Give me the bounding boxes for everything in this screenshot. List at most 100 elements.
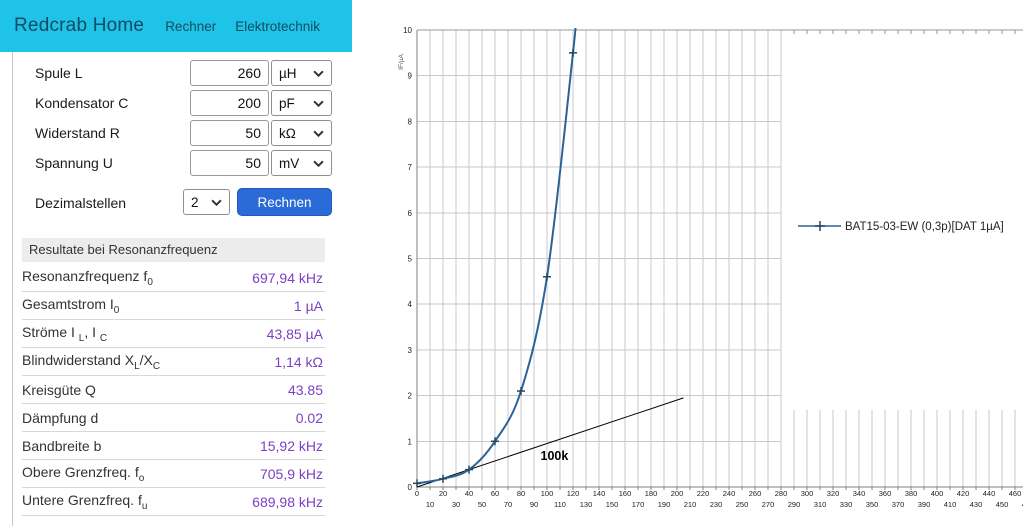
data-point-markers — [413, 48, 577, 488]
curve-series — [413, 28, 577, 488]
svg-text:1: 1 — [408, 437, 413, 446]
svg-text:80: 80 — [517, 489, 525, 498]
nav-rechner[interactable]: Rechner — [165, 18, 217, 34]
result-value: 43,85 µA — [266, 325, 323, 342]
svg-text:40: 40 — [465, 489, 473, 498]
result-row: Dämpfung d 0.02 — [22, 404, 325, 432]
decimals-row: Dezimalstellen 2 Rechnen — [13, 188, 359, 218]
unit-select[interactable]: pF — [271, 90, 332, 116]
svg-text:140: 140 — [593, 489, 606, 498]
svg-text:10: 10 — [426, 500, 434, 509]
load-line-annotation: 100k — [416, 397, 684, 488]
svg-text:2: 2 — [408, 392, 413, 401]
chevron-down-icon — [313, 160, 324, 167]
svg-text:70: 70 — [504, 500, 512, 509]
svg-text:3: 3 — [408, 346, 413, 355]
chevron-down-icon — [313, 70, 324, 77]
unit-value: pF — [279, 95, 295, 111]
x-axis-tick-labels: 0 10 20 30 40 50 60 70 80 90100110120130140150160… — [415, 489, 1023, 509]
decimals-select[interactable]: 2 — [183, 189, 230, 215]
svg-text:290: 290 — [788, 500, 801, 509]
form-rows: Spule L µH Kondensator C pF Widerstand R kΩ Sp… — [13, 58, 359, 178]
svg-text:170: 170 — [632, 500, 645, 509]
svg-text:20: 20 — [439, 489, 447, 498]
chart-legend: BAT15-03-EW (0,3p)[DAT 1µA] — [798, 221, 1004, 233]
nav-elektrotechnik[interactable]: Elektrotechnik — [235, 18, 321, 34]
result-value: 1,14 kΩ — [274, 353, 323, 370]
svg-text:9: 9 — [408, 72, 413, 81]
main-nav: Rechner Elektrotechnik — [165, 19, 320, 34]
svg-text:200: 200 — [671, 489, 684, 498]
result-row: Blindwiderstand XL/XC 1,14 kΩ — [22, 348, 325, 376]
svg-text:390: 390 — [918, 500, 931, 509]
chevron-down-icon — [211, 199, 222, 206]
svg-text:350: 350 — [866, 500, 879, 509]
svg-text:30: 30 — [452, 500, 460, 509]
form-row: Spannung U mV — [13, 148, 359, 178]
svg-text:310: 310 — [814, 500, 827, 509]
form-row-label: Kondensator C — [35, 95, 129, 111]
svg-text:400: 400 — [931, 489, 944, 498]
result-label: Blindwiderstand XL/XC — [22, 351, 161, 372]
result-value: 689,98 kHz — [252, 493, 323, 510]
svg-text:470: 470 — [1022, 500, 1023, 509]
chart-area: 0 1 2 3 4 5 6 7 8 9 10 0 10 20 30 40 50 60 70 80 90 100 110 120… — [375, 0, 1023, 526]
svg-text:240: 240 — [723, 489, 736, 498]
rechnen-button[interactable]: Rechnen — [237, 188, 332, 216]
svg-text:250: 250 — [736, 500, 749, 509]
decimals-value: 2 — [191, 194, 199, 210]
svg-text:120: 120 — [567, 489, 580, 498]
svg-text:280: 280 — [775, 489, 788, 498]
result-row: Bandbreite b 15,92 kHz — [22, 432, 325, 460]
svg-text:210: 210 — [684, 500, 697, 509]
chevron-down-icon — [313, 100, 324, 107]
unit-select[interactable]: µH — [271, 60, 332, 86]
unit-value: kΩ — [279, 125, 296, 141]
result-label: Obere Grenzfreq. fo — [22, 463, 145, 484]
value-input[interactable] — [190, 120, 269, 146]
chevron-down-icon — [313, 130, 324, 137]
value-input[interactable] — [190, 60, 269, 86]
unit-select[interactable]: kΩ — [271, 120, 332, 146]
result-row: Untere Grenzfreq. fu 689,98 kHz — [22, 488, 325, 516]
chart-axes — [416, 30, 1023, 490]
result-value: 1 µA — [293, 297, 323, 314]
svg-text:360: 360 — [879, 489, 892, 498]
svg-text:130: 130 — [580, 500, 593, 509]
value-input[interactable] — [190, 90, 269, 116]
result-row: Gesamtstrom I0 1 µA — [22, 292, 325, 320]
value-input[interactable] — [190, 150, 269, 176]
calculator-panel: Spule L µH Kondensator C pF Widerstand R kΩ Sp… — [13, 52, 359, 526]
svg-text:260: 260 — [749, 489, 762, 498]
svg-text:420: 420 — [957, 489, 970, 498]
svg-text:100k: 100k — [541, 449, 569, 463]
svg-text:7: 7 — [408, 163, 413, 172]
svg-text:300: 300 — [801, 489, 814, 498]
svg-text:450: 450 — [996, 500, 1009, 509]
svg-text:8: 8 — [408, 117, 413, 126]
svg-text:50: 50 — [478, 500, 486, 509]
form-row: Spule L µH — [13, 58, 359, 88]
form-row-label: Spule L — [35, 65, 83, 81]
result-value: 697,94 kHz — [252, 269, 323, 286]
y-axis-title: IF/µA — [398, 54, 405, 70]
svg-text:0: 0 — [408, 483, 413, 492]
svg-text:90: 90 — [530, 500, 538, 509]
unit-value: µH — [279, 65, 297, 81]
svg-text:220: 220 — [697, 489, 710, 498]
result-label: Ströme I L, I C — [22, 323, 108, 344]
svg-text:60: 60 — [491, 489, 499, 498]
unit-select[interactable]: mV — [271, 150, 332, 176]
form-row: Widerstand R kΩ — [13, 118, 359, 148]
result-label: Bandbreite b — [22, 437, 102, 454]
iv-chart: 0123456789100102030405060708090100110120… — [398, 26, 1023, 509]
svg-text:430: 430 — [970, 500, 983, 509]
result-label: Resonanzfrequenz f0 — [22, 267, 153, 288]
svg-text:5: 5 — [408, 255, 413, 264]
home-link[interactable]: Redcrab Home — [14, 15, 145, 36]
svg-text:410: 410 — [944, 500, 957, 509]
result-label: Gesamtstrom I0 — [22, 295, 120, 316]
svg-text:150: 150 — [606, 500, 619, 509]
result-value: 705,9 kHz — [259, 465, 323, 482]
result-label: Dämpfung d — [22, 409, 99, 426]
